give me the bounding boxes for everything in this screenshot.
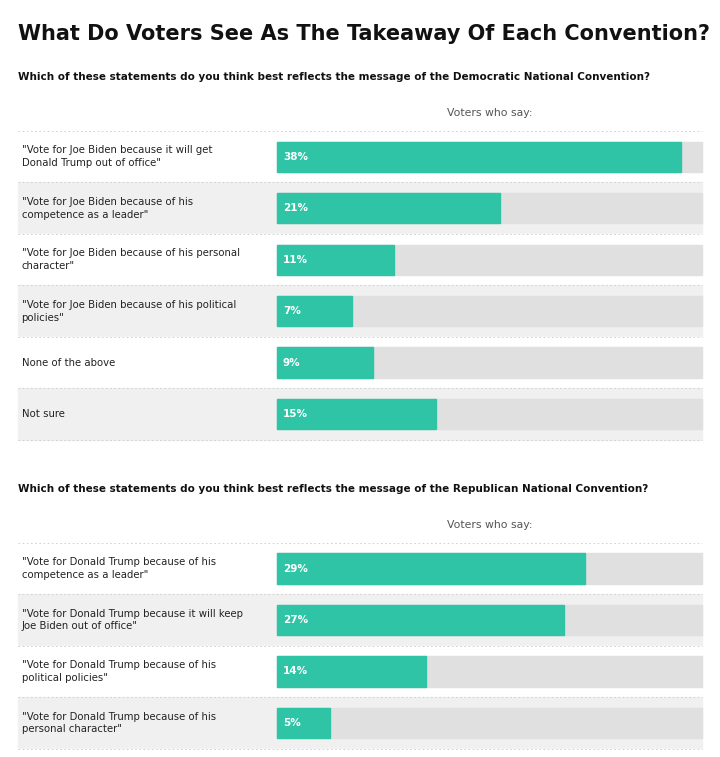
Bar	[277, 193, 702, 223]
Text: "Vote for Donald Trump because it will keep
Joe Biden out of office": "Vote for Donald Trump because it will k…	[22, 609, 243, 631]
Text: 7%: 7%	[283, 306, 301, 316]
Bar	[18, 182, 702, 234]
Bar	[277, 656, 426, 687]
Text: What Do Voters See As The Takeaway Of Each Convention?: What Do Voters See As The Takeaway Of Ea…	[18, 24, 710, 44]
Bar	[277, 708, 330, 738]
Bar	[277, 347, 373, 378]
Bar	[277, 605, 702, 635]
Bar	[18, 543, 702, 594]
Text: 11%: 11%	[283, 254, 308, 265]
Text: 5%: 5%	[283, 718, 301, 728]
Bar	[277, 553, 702, 584]
Bar	[277, 142, 702, 172]
Bar	[277, 245, 394, 275]
Text: Voters who say:: Voters who say:	[447, 520, 532, 530]
Text: "Vote for Joe Biden because of his political
policies": "Vote for Joe Biden because of his polit…	[22, 300, 236, 322]
Bar	[18, 234, 702, 285]
Text: 9%: 9%	[283, 357, 300, 368]
Bar	[18, 388, 702, 440]
Text: 21%: 21%	[283, 203, 308, 213]
Text: 29%: 29%	[283, 563, 308, 574]
Text: Voters who say:: Voters who say:	[447, 108, 532, 118]
Bar	[277, 656, 702, 687]
Text: 15%: 15%	[283, 409, 308, 419]
Bar	[277, 605, 564, 635]
Bar	[277, 399, 702, 429]
Text: "Vote for Donald Trump because of his
competence as a leader": "Vote for Donald Trump because of his co…	[22, 557, 216, 580]
Text: Not sure: Not sure	[22, 409, 65, 419]
Text: "Vote for Joe Biden because it will get
Donald Trump out of office": "Vote for Joe Biden because it will get …	[22, 145, 212, 168]
Bar	[277, 708, 702, 738]
Bar	[277, 553, 585, 584]
Bar	[18, 646, 702, 697]
Bar	[277, 347, 702, 378]
Text: 27%: 27%	[283, 615, 308, 625]
Text: "Vote for Joe Biden because of his personal
character": "Vote for Joe Biden because of his perso…	[22, 248, 240, 271]
Bar	[277, 193, 500, 223]
Text: 14%: 14%	[283, 666, 308, 677]
Bar	[18, 337, 702, 388]
Bar	[277, 399, 436, 429]
Bar	[18, 749, 702, 757]
Text: "Vote for Donald Trump because of his
personal character": "Vote for Donald Trump because of his pe…	[22, 712, 216, 734]
Bar	[18, 131, 702, 182]
Bar	[277, 245, 702, 275]
Text: "Vote for Joe Biden because of his
competence as a leader": "Vote for Joe Biden because of his compe…	[22, 197, 193, 220]
Bar	[18, 594, 702, 646]
Bar	[18, 285, 702, 337]
Bar	[277, 296, 702, 326]
Bar	[277, 142, 681, 172]
Bar	[277, 296, 351, 326]
Text: None of the above: None of the above	[22, 357, 115, 368]
Text: 38%: 38%	[283, 151, 308, 162]
Bar	[18, 697, 702, 749]
Text: Which of these statements do you think best reflects the message of the Democrat: Which of these statements do you think b…	[18, 72, 650, 82]
Text: Which of these statements do you think best reflects the message of the Republic: Which of these statements do you think b…	[18, 484, 648, 494]
Text: "Vote for Donald Trump because of his
political policies": "Vote for Donald Trump because of his po…	[22, 660, 216, 683]
